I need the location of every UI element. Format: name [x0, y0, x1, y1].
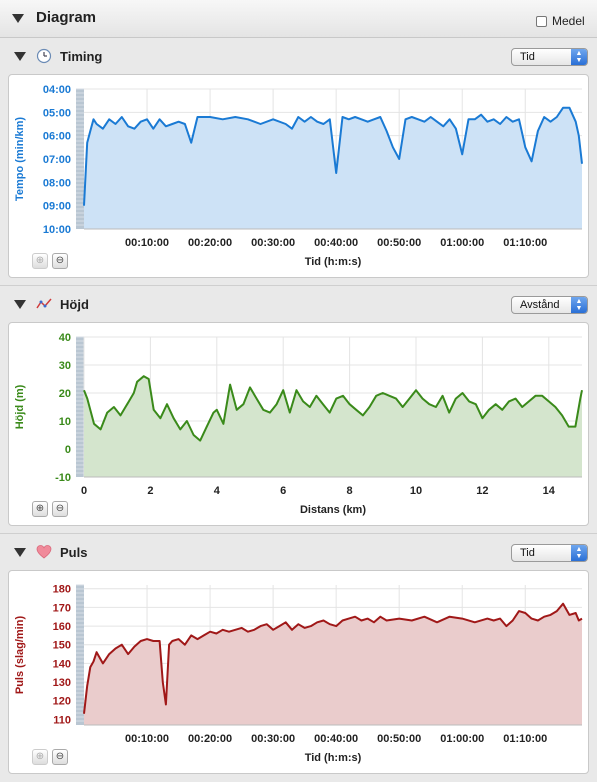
timing-chart: 04:00 05:00 06:00 07:00 08:00 09:00 10:00 00:10… — [14, 84, 583, 268]
x-tick-label: 0 — [81, 485, 87, 497]
select-stepper-icon: ▲ ▼ — [571, 545, 587, 561]
disclosure-triangle-icon[interactable] — [12, 14, 24, 23]
puls-title: Puls — [60, 545, 88, 560]
y-tick-label: 140 — [53, 658, 71, 670]
x-tick-label: 00:50:00 — [377, 733, 421, 745]
x-tick-label: 00:20:00 — [188, 237, 232, 249]
y-axis-label: Tempo (min/km) — [14, 117, 26, 201]
x-tick-label: 00:40:00 — [314, 733, 358, 745]
x-tick-label: 01:00:00 — [440, 237, 484, 249]
x-tick-label: 00:10:00 — [125, 733, 169, 745]
y-tick-label: 170 — [53, 602, 71, 614]
section-divider — [0, 533, 597, 534]
x-tick-label: 01:10:00 — [503, 237, 547, 249]
y-tick-label: 180 — [53, 584, 71, 596]
y-tick-label: -10 — [55, 472, 71, 484]
select-stepper-icon: ▲ ▼ — [571, 297, 587, 313]
hojd-chart: 40 30 20 10 0 -10 0 2 4 6 8 10 12 14 Distans (km) Höjd … — [14, 332, 583, 516]
axis-strip — [76, 585, 84, 725]
x-tick-label: 00:30:00 — [251, 733, 295, 745]
timing-section-header: Timing Tid ▲ ▼ — [0, 38, 597, 74]
disclosure-triangle-icon[interactable] — [14, 52, 26, 61]
x-axis-label: Tid (h:m:s) — [305, 256, 362, 268]
hojd-section-header: Höjd Avstånd ▲ ▼ — [0, 286, 597, 322]
y-tick-label: 20 — [59, 388, 71, 400]
x-tick-label: 6 — [280, 485, 286, 497]
y-tick-label: 40 — [59, 332, 71, 344]
select-stepper-icon: ▲ ▼ — [571, 49, 587, 65]
x-tick-label: 00:20:00 — [188, 733, 232, 745]
y-tick-label: 120 — [53, 696, 71, 708]
y-tick-label: 160 — [53, 621, 71, 633]
hojd-select-value: Avstånd — [520, 299, 560, 311]
medel-label: Medel — [552, 14, 585, 28]
y-tick-label: 04:00 — [43, 84, 71, 96]
zoom-out-icon[interactable]: ⊖ — [52, 253, 68, 269]
y-tick-label: 08:00 — [43, 177, 71, 189]
puls-chart-panel: 180 170 160 150 140 130 120 110 00:10:00 00:20:00… — [8, 570, 589, 774]
x-axis-label: Distans (km) — [300, 504, 366, 516]
puls-xaxis-select[interactable]: Tid ▲ ▼ — [511, 544, 588, 562]
axis-strip — [76, 89, 84, 229]
x-tick-label: 14 — [543, 485, 556, 497]
timing-chart-panel: 04:00 05:00 06:00 07:00 08:00 09:00 10:00 00:10… — [8, 74, 589, 278]
y-tick-label: 10 — [59, 416, 71, 428]
timing-select-value: Tid — [520, 51, 535, 63]
timing-xaxis-select[interactable]: Tid ▲ ▼ — [511, 48, 588, 66]
zoom-out-icon[interactable]: ⊖ — [52, 501, 68, 517]
x-tick-label: 2 — [147, 485, 153, 497]
zoom-in-icon[interactable]: ⊕ — [32, 501, 48, 517]
hojd-title: Höjd — [60, 297, 89, 312]
heart-icon — [36, 545, 52, 559]
disclosure-triangle-icon[interactable] — [14, 300, 26, 309]
puls-section-header: Puls Tid ▲ ▼ — [0, 534, 597, 570]
y-tick-label: 110 — [53, 714, 71, 726]
clock-icon — [36, 48, 52, 64]
puls-chart: 180 170 160 150 140 130 120 110 00:10:00 00:20:00… — [14, 584, 583, 764]
x-tick-label: 00:50:00 — [377, 237, 421, 249]
axis-strip — [76, 337, 84, 477]
timing-title: Timing — [60, 49, 103, 64]
x-tick-label: 4 — [214, 485, 221, 497]
diagram-title: Diagram — [36, 9, 97, 26]
y-tick-label: 30 — [59, 360, 71, 372]
x-tick-label: 00:40:00 — [314, 237, 358, 249]
zoom-in-icon[interactable]: ⊕ — [32, 253, 48, 269]
y-axis-label: Puls (slag/min) — [14, 616, 26, 695]
disclosure-triangle-icon[interactable] — [14, 548, 26, 557]
y-tick-label: 10:00 — [43, 224, 71, 236]
hojd-xaxis-select[interactable]: Avstånd ▲ ▼ — [511, 296, 588, 314]
y-axis-label: Höjd (m) — [14, 384, 26, 429]
zoom-out-icon[interactable]: ⊖ — [52, 749, 68, 765]
series-area — [84, 603, 582, 725]
diagram-header: Diagram Medel — [0, 0, 597, 38]
puls-select-value: Tid — [520, 547, 535, 559]
medel-checkbox[interactable]: Medel — [536, 14, 585, 28]
section-divider — [0, 285, 597, 286]
x-tick-label: 01:10:00 — [503, 733, 547, 745]
x-axis-label: Tid (h:m:s) — [305, 752, 362, 764]
x-tick-label: 12 — [476, 485, 488, 497]
x-tick-label: 00:30:00 — [251, 237, 295, 249]
y-tick-label: 150 — [53, 640, 71, 652]
zoom-in-icon[interactable]: ⊕ — [32, 749, 48, 765]
x-tick-label: 10 — [410, 485, 422, 497]
elevation-graph-icon — [36, 298, 52, 309]
checkbox-box[interactable] — [536, 15, 547, 27]
series-area — [84, 376, 582, 477]
series-line — [83, 602, 583, 714]
y-tick-label: 05:00 — [43, 107, 71, 119]
x-tick-label: 8 — [347, 485, 353, 497]
x-tick-label: 00:10:00 — [125, 237, 169, 249]
hojd-chart-panel: 40 30 20 10 0 -10 0 2 4 6 8 10 12 14 Distans (km) Höjd … — [8, 322, 589, 526]
series-line — [83, 375, 583, 442]
y-tick-label: 09:00 — [43, 201, 71, 213]
series-line — [83, 106, 583, 206]
y-tick-label: 06:00 — [43, 131, 71, 143]
y-tick-label: 0 — [65, 444, 71, 456]
y-tick-label: 07:00 — [43, 154, 71, 166]
x-tick-label: 01:00:00 — [440, 733, 484, 745]
y-tick-label: 130 — [53, 677, 71, 689]
